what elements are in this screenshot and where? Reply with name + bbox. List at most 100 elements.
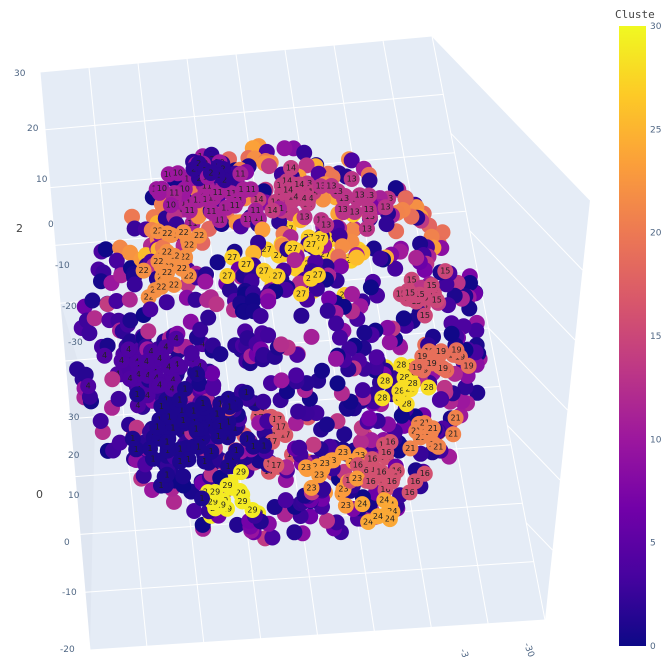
data-point[interactable] [272,419,289,436]
data-point[interactable] [431,391,448,408]
data-point[interactable] [319,512,335,529]
data-point[interactable] [318,416,335,433]
data-point[interactable] [175,224,192,241]
data-point[interactable] [149,419,166,436]
data-point[interactable] [209,184,226,201]
data-point[interactable] [232,165,249,182]
data-point[interactable] [164,380,180,397]
data-point[interactable] [173,260,190,277]
data-point[interactable] [404,375,421,392]
data-point[interactable] [468,322,485,339]
data-point[interactable] [202,165,219,181]
data-point[interactable] [360,201,377,218]
data-point[interactable] [362,473,379,490]
data-point[interactable] [378,444,395,461]
data-point[interactable] [210,428,227,445]
data-point[interactable] [303,236,320,253]
data-point[interactable] [290,403,307,420]
data-point[interactable] [423,277,440,294]
data-point[interactable] [203,443,220,460]
data-point[interactable] [288,367,305,384]
data-point[interactable] [423,355,440,372]
data-point[interactable] [303,479,320,496]
data-point[interactable] [343,152,360,169]
data-point[interactable] [186,503,203,519]
data-point[interactable] [181,202,198,219]
data-point[interactable] [122,370,139,387]
data-point[interactable] [188,420,205,437]
data-point[interactable] [354,496,371,513]
data-point[interactable] [409,359,425,376]
data-point[interactable] [344,286,360,302]
data-point[interactable] [97,241,114,258]
data-point[interactable] [111,434,128,451]
data-point[interactable] [209,406,226,422]
data-point[interactable] [252,308,269,324]
data-point[interactable] [86,310,103,327]
data-point[interactable] [194,490,210,507]
data-point[interactable] [430,438,447,455]
data-point[interactable] [402,440,419,457]
data-point[interactable] [110,390,127,407]
data-point[interactable] [159,466,175,483]
data-point[interactable] [362,279,379,296]
data-point[interactable] [344,222,361,239]
data-point[interactable] [424,420,441,437]
data-point[interactable] [126,276,143,293]
data-point[interactable] [268,457,285,474]
data-point[interactable] [328,350,344,367]
data-point[interactable] [286,252,303,269]
data-point[interactable] [205,380,221,397]
data-point[interactable] [298,157,315,174]
data-point[interactable] [305,436,322,453]
data-point[interactable] [416,307,433,324]
data-point[interactable] [356,324,373,341]
data-point[interactable] [408,249,425,266]
data-point[interactable] [183,345,200,361]
data-point[interactable] [153,398,170,415]
data-point[interactable] [121,291,138,308]
data-point[interactable] [318,217,335,234]
data-point[interactable] [373,464,390,481]
data-point[interactable] [433,343,449,360]
data-point[interactable] [359,220,375,237]
data-point[interactable] [233,464,249,481]
data-point[interactable] [145,450,161,467]
data-point[interactable] [374,390,391,407]
data-point[interactable] [315,480,332,497]
data-point[interactable] [381,334,398,351]
data-point[interactable] [153,180,170,197]
data-point[interactable] [420,379,437,396]
data-point[interactable] [247,202,264,219]
data-point[interactable] [377,199,394,216]
data-point[interactable] [160,359,177,376]
data-point[interactable] [296,209,313,226]
data-point[interactable] [273,336,290,353]
data-point[interactable] [269,268,286,285]
data-point[interactable] [361,172,378,189]
data-point[interactable] [212,346,229,363]
data-point[interactable] [254,221,271,238]
data-point[interactable] [401,484,418,501]
data-point[interactable] [331,329,348,346]
data-point[interactable] [377,373,394,389]
data-point[interactable] [448,342,465,359]
data-point[interactable] [208,296,225,313]
data-point[interactable] [291,439,308,456]
data-point[interactable] [337,497,354,514]
data-point[interactable] [314,362,330,379]
data-point[interactable] [438,276,455,293]
data-point[interactable] [261,158,277,175]
data-point[interactable] [298,459,314,476]
data-point[interactable] [349,457,366,474]
data-point[interactable] [190,439,207,455]
data-point[interactable] [343,171,360,187]
data-point[interactable] [346,204,363,220]
data-point[interactable] [92,413,109,429]
data-point[interactable] [368,349,385,366]
data-point[interactable] [142,301,159,318]
data-point[interactable] [370,508,386,525]
data-point[interactable] [264,202,281,219]
data-point[interactable] [323,178,340,194]
